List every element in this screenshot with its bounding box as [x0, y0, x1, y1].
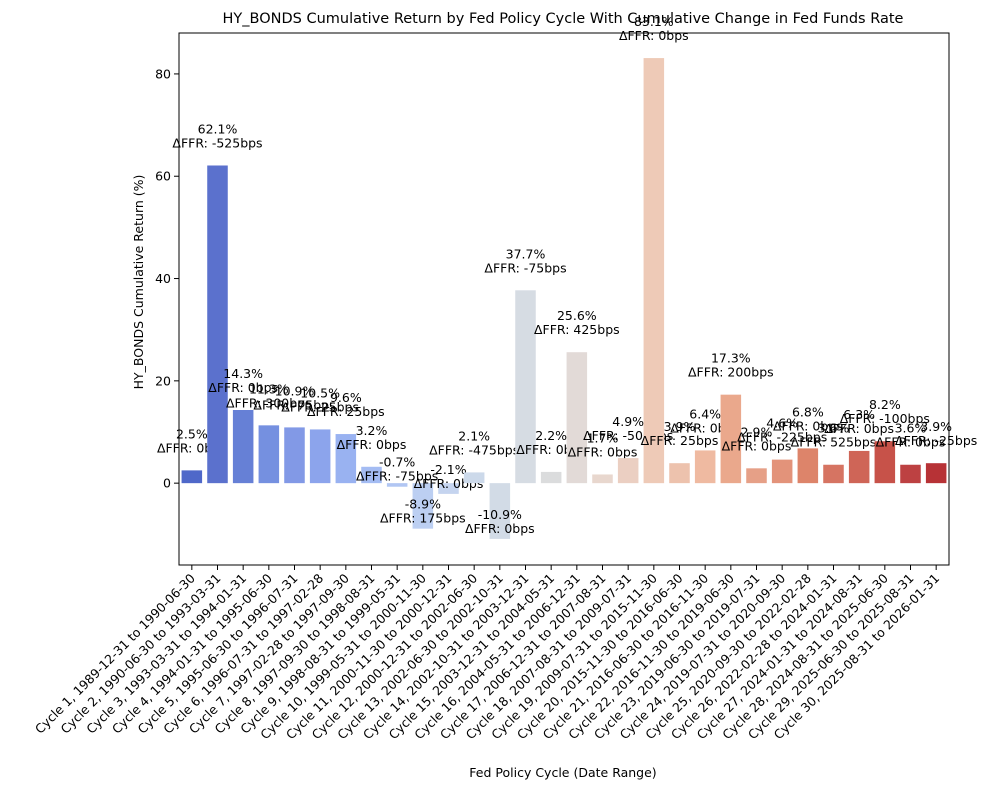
bar-cycle-27	[848, 450, 870, 484]
value-label: 3.9%	[664, 419, 696, 434]
value-label: 6.8%	[792, 404, 824, 419]
y-tick-label: 80	[155, 66, 171, 81]
value-label: 25.6%	[557, 308, 597, 323]
value-label: 10.5%	[300, 385, 340, 400]
ffr-label: ΔFFR: 0bps	[619, 28, 689, 43]
value-label: 6.4%	[689, 406, 721, 421]
chart-title: HY_BONDS Cumulative Return by Fed Policy…	[223, 11, 904, 27]
y-tick-label: 60	[155, 169, 171, 184]
value-label: 10.9%	[275, 383, 315, 398]
bar-cycle-15	[540, 471, 562, 484]
ffr-label: ΔFFR: 0bps	[208, 380, 278, 395]
ffr-label: ΔFFR: 0bps	[876, 435, 946, 450]
ffr-label: ΔFFR: 425bps	[534, 322, 620, 337]
bar-cycle-28	[874, 441, 896, 484]
value-label: 62.1%	[198, 121, 238, 136]
ffr-label: ΔFFR: 0bps	[824, 421, 894, 436]
bar-cycle-19	[643, 58, 665, 484]
value-label: -8.9%	[405, 497, 441, 512]
value-label: -10.9%	[478, 507, 522, 522]
y-tick-label: 20	[155, 373, 171, 388]
ffr-label: ΔFFR: 0bps	[465, 521, 535, 536]
bar-cycle-1	[181, 470, 203, 484]
value-label: 3.9%	[920, 419, 952, 434]
ffr-label: ΔFFR: -100bps	[840, 411, 930, 426]
ffr-label: ΔFFR: 200bps	[688, 365, 774, 380]
value-label: 3.2%	[356, 423, 388, 438]
value-label: 83.1%	[634, 14, 674, 29]
y-axis: 0 20 40 60 80	[155, 66, 179, 491]
bar-cycle-29	[900, 464, 921, 484]
ffr-label: ΔFFR: 0bps	[568, 444, 638, 459]
plot-frame	[178, 32, 950, 566]
bar-cycle-9	[386, 483, 408, 487]
bar-cycle-5	[284, 427, 305, 484]
value-label: 3.6%	[895, 421, 927, 436]
ffr-label: ΔFFR: -525bps	[172, 135, 262, 150]
value-label: -0.7%	[379, 455, 415, 470]
ffr-label: ΔFFR: 175bps	[380, 511, 466, 526]
ffr-label: ΔFFR: -75bps	[484, 260, 566, 275]
x-axis-label: Fed Policy Cycle (Date Range)	[469, 765, 656, 780]
value-label: 2.5%	[176, 426, 208, 441]
y-tick-label: 0	[163, 476, 171, 491]
ffr-label: ΔFFR: 0bps	[337, 437, 407, 452]
value-label: 6.3%	[843, 407, 875, 422]
bar-cycle-11	[438, 483, 459, 494]
bar-cycle-4	[258, 425, 280, 484]
value-label: 8.2%	[869, 397, 901, 412]
bar-cycle-7	[335, 434, 357, 484]
bar-cycle-14	[515, 290, 536, 484]
ffr-label: ΔFFR: -25bps	[895, 433, 977, 448]
value-label: 3.6%	[818, 421, 850, 436]
value-label: 2.9%	[741, 424, 773, 439]
bar-cycle-23	[746, 468, 767, 484]
bar-cycle-25	[797, 448, 819, 484]
value-label: 2.2%	[535, 428, 567, 443]
bar-cycle-2	[207, 165, 228, 484]
bar-cycle-13	[489, 483, 511, 539]
ffr-label: ΔFFR: 25bps	[641, 433, 719, 448]
value-label: 9.6%	[330, 390, 362, 405]
value-label: 2.1%	[458, 428, 490, 443]
y-tick-label: 40	[155, 271, 171, 286]
bar-cycle-16	[566, 352, 588, 484]
ffr-label: ΔFFR: 25bps	[307, 404, 385, 419]
bar-cycle-8	[361, 466, 382, 484]
value-label: 17.3%	[711, 351, 751, 366]
ffr-label: ΔFFR: -75bps	[253, 397, 335, 412]
value-label: 37.7%	[506, 246, 546, 261]
bar-cycle-20	[669, 463, 690, 484]
bar-cycle-22	[720, 394, 742, 484]
value-label: 14.3%	[223, 366, 263, 381]
value-label: 11.3%	[249, 381, 289, 396]
bar-cycle-10	[412, 483, 434, 529]
ffr-label: ΔFFR: 0bps	[722, 438, 792, 453]
ffr-label: ΔFFR: 25bps	[281, 399, 359, 414]
ffr-label: ΔFFR: -75bps	[356, 469, 438, 484]
bar-cycle-30	[925, 463, 947, 484]
ffr-label: ΔFFR: 525bps	[791, 435, 877, 450]
value-label: 4.9%	[612, 414, 644, 429]
bar-cycle-12	[463, 472, 485, 484]
ffr-label: ΔFFR: 0bps	[773, 418, 843, 433]
ffr-label: ΔFFR: 300bps	[226, 395, 312, 410]
value-label: 1.7%	[587, 430, 619, 445]
y-axis-label: HY_BONDS Cumulative Return (%)	[131, 175, 146, 390]
bar-cycle-21	[694, 450, 716, 484]
ffr-label: ΔFFR: -225bps	[737, 430, 827, 445]
bar-cycle-6	[309, 429, 331, 484]
value-label: 4.6%	[766, 416, 798, 431]
bar-cycle-3	[232, 410, 254, 484]
bar-cycle-17	[592, 474, 613, 484]
bar-cycle-26	[823, 464, 844, 484]
value-label: -2.1%	[430, 462, 466, 477]
bar-cycle-18	[617, 458, 639, 484]
bar-cycle-24	[771, 459, 793, 484]
ffr-label: ΔFFR: -475bps	[429, 442, 519, 457]
